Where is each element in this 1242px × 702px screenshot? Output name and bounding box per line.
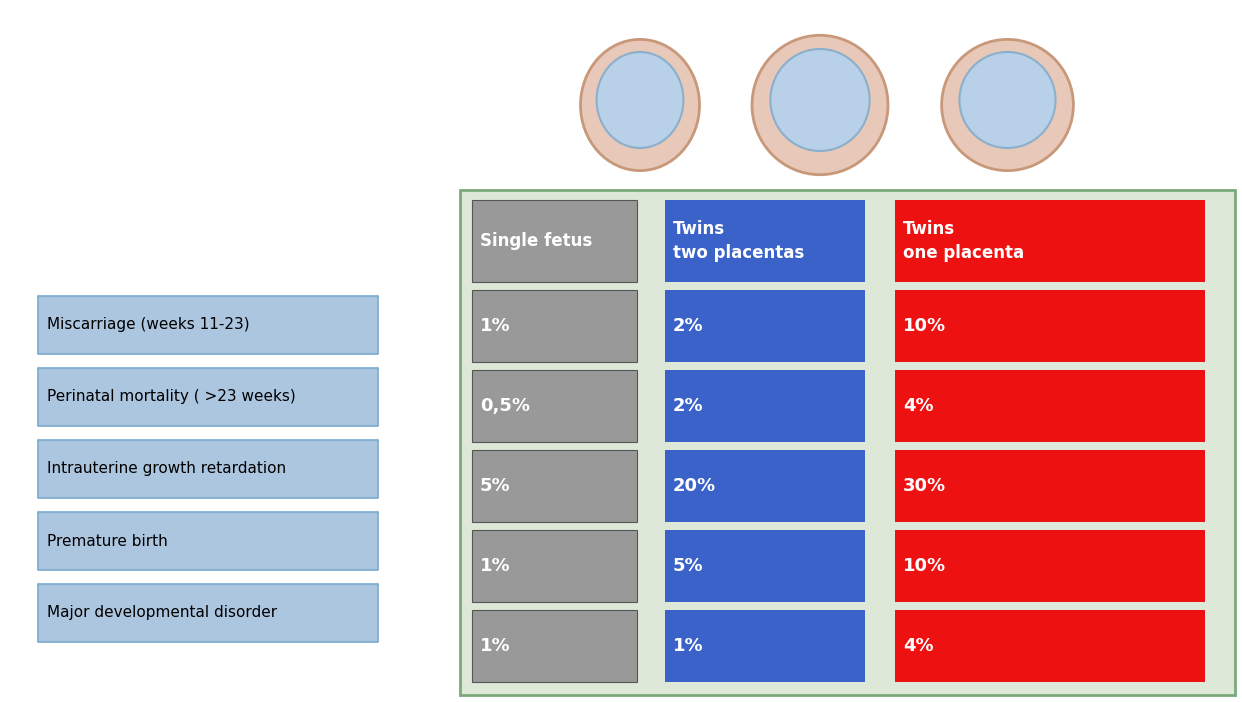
Text: 4%: 4% [903,397,934,415]
Ellipse shape [596,52,683,148]
Ellipse shape [580,39,699,171]
FancyBboxPatch shape [664,370,864,442]
FancyBboxPatch shape [895,610,1205,682]
Text: 2%: 2% [673,317,704,335]
Ellipse shape [941,39,1073,171]
FancyBboxPatch shape [664,610,864,682]
Text: 5%: 5% [673,557,704,575]
Text: 20%: 20% [673,477,717,495]
Text: Intrauterine growth retardation: Intrauterine growth retardation [47,461,286,477]
FancyBboxPatch shape [460,190,1235,695]
Ellipse shape [751,35,888,175]
FancyBboxPatch shape [39,440,378,498]
Text: Perinatal mortality ( >23 weeks): Perinatal mortality ( >23 weeks) [47,390,296,404]
FancyBboxPatch shape [39,512,378,570]
Text: Twins
one placenta: Twins one placenta [903,220,1025,262]
FancyBboxPatch shape [39,584,378,642]
Text: 10%: 10% [903,557,946,575]
Text: 4%: 4% [903,637,934,655]
FancyBboxPatch shape [472,370,637,442]
FancyBboxPatch shape [664,450,864,522]
Ellipse shape [770,49,869,151]
FancyBboxPatch shape [895,200,1205,282]
FancyBboxPatch shape [664,200,864,282]
Text: 1%: 1% [673,637,704,655]
FancyBboxPatch shape [895,370,1205,442]
Text: 30%: 30% [903,477,946,495]
FancyBboxPatch shape [472,450,637,522]
FancyBboxPatch shape [895,530,1205,602]
Text: Premature birth: Premature birth [47,534,168,548]
FancyBboxPatch shape [664,290,864,362]
FancyBboxPatch shape [39,368,378,426]
Text: Single fetus: Single fetus [479,232,592,250]
Text: 1%: 1% [479,557,510,575]
Text: Twins
two placentas: Twins two placentas [673,220,805,262]
FancyBboxPatch shape [472,610,637,682]
FancyBboxPatch shape [39,296,378,354]
FancyBboxPatch shape [472,290,637,362]
FancyBboxPatch shape [895,290,1205,362]
Text: 5%: 5% [479,477,510,495]
Text: 1%: 1% [479,317,510,335]
FancyBboxPatch shape [664,530,864,602]
FancyBboxPatch shape [472,530,637,602]
Text: Miscarriage (weeks 11-23): Miscarriage (weeks 11-23) [47,317,250,333]
Text: 10%: 10% [903,317,946,335]
Ellipse shape [960,52,1056,148]
Text: 2%: 2% [673,397,704,415]
FancyBboxPatch shape [472,200,637,282]
Text: 0,5%: 0,5% [479,397,530,415]
Text: Major developmental disorder: Major developmental disorder [47,606,277,621]
Text: 1%: 1% [479,637,510,655]
FancyBboxPatch shape [895,450,1205,522]
